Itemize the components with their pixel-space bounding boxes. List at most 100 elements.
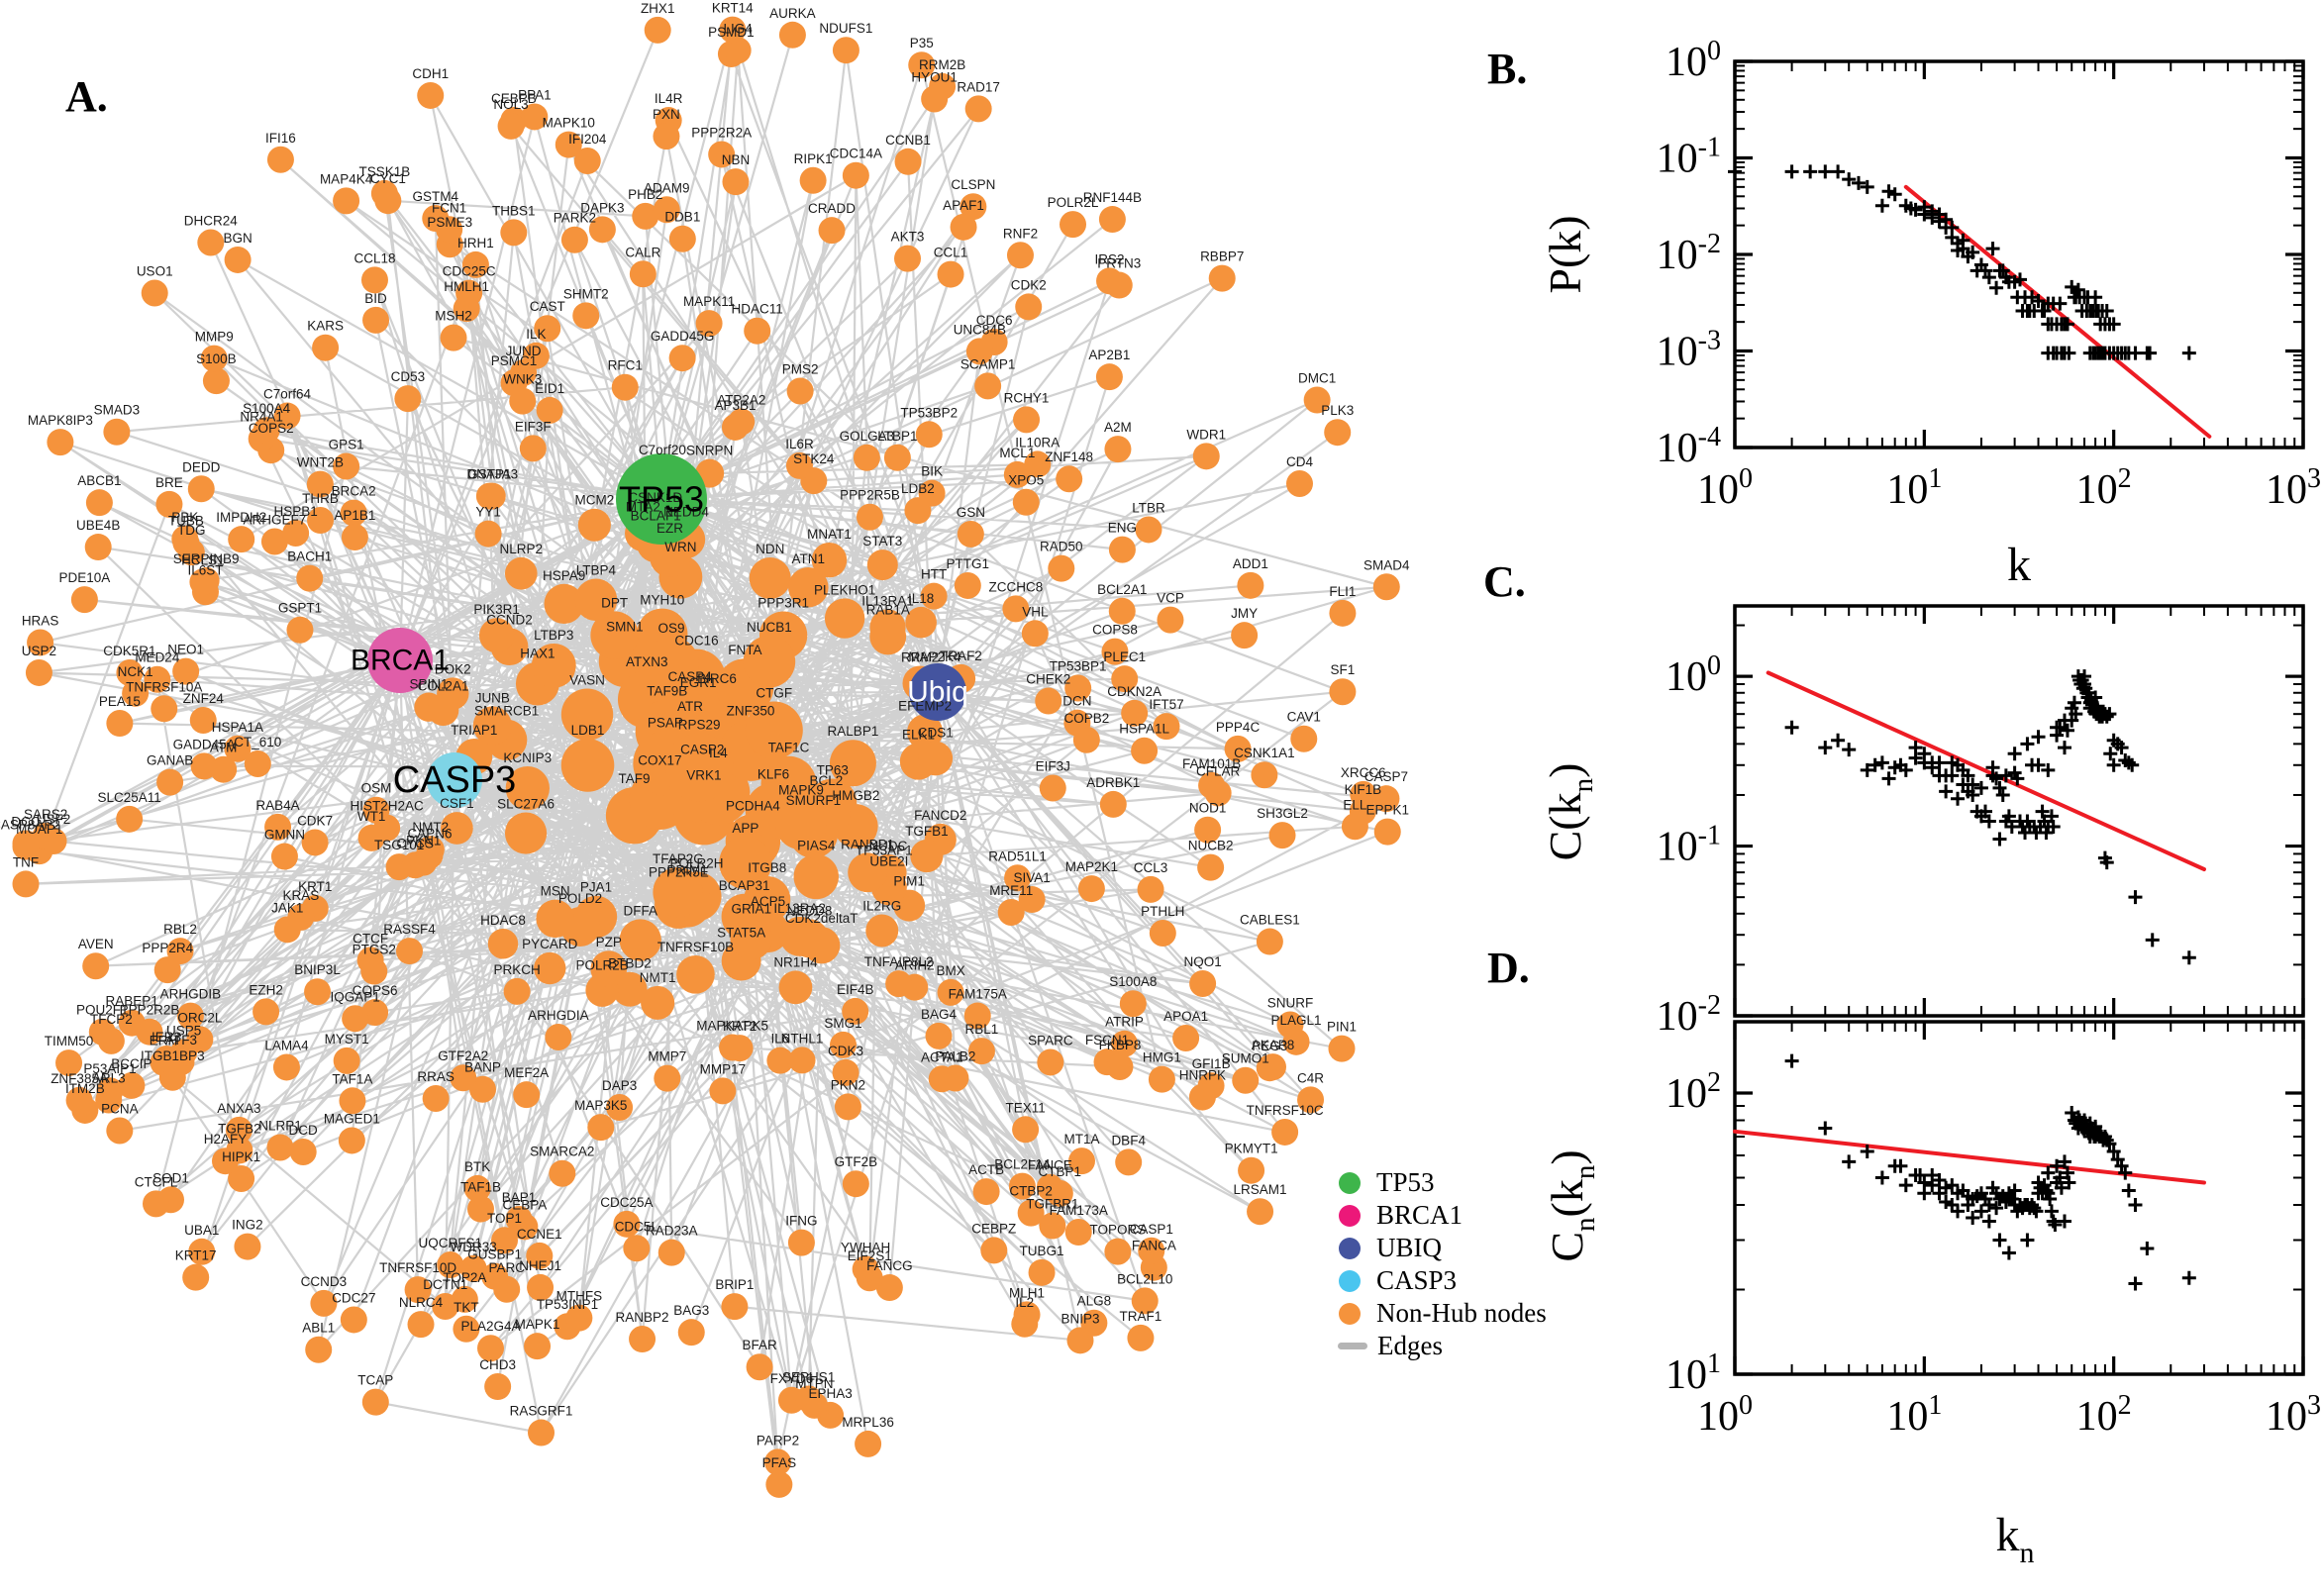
network-node bbox=[708, 141, 736, 168]
network-node bbox=[1008, 1172, 1036, 1200]
network-node-label: FAM101B bbox=[1182, 756, 1241, 771]
network-node-label: DCD bbox=[289, 1123, 318, 1138]
x-tick-label: 101 bbox=[1886, 463, 1942, 513]
network-node bbox=[644, 16, 671, 44]
y-tick-label: 10-2 bbox=[1657, 990, 1721, 1040]
network-node-label: P53AIP1 bbox=[83, 1061, 136, 1076]
legend-item-brca1: BRCA1 bbox=[1339, 1199, 1547, 1232]
network-node-label: MT1A bbox=[1063, 1132, 1099, 1147]
network-node-label: JAK1 bbox=[271, 900, 303, 915]
network-node-label: IL2RG bbox=[862, 898, 901, 913]
network-node-label: MAGED1 bbox=[324, 1111, 380, 1126]
network-node-label: PKN1 bbox=[406, 834, 441, 848]
network-node bbox=[894, 148, 922, 175]
panel-a-label: A. bbox=[65, 72, 108, 121]
network-node bbox=[1324, 419, 1352, 447]
network-node-label: MAP2K4 bbox=[908, 649, 961, 664]
network-node-label: PRIM1 bbox=[666, 863, 707, 878]
network-node-label: IFI204 bbox=[568, 132, 607, 147]
network-node bbox=[234, 1233, 261, 1260]
network-node-label: MRPL36 bbox=[842, 1415, 894, 1430]
network-node bbox=[709, 1077, 737, 1105]
network-node-label: PIN1 bbox=[1327, 1020, 1357, 1035]
network-node-label: UQCRFS1 bbox=[419, 1236, 483, 1250]
network-node bbox=[182, 1263, 210, 1291]
network-node-label: STK24 bbox=[793, 451, 835, 466]
network-node-label: JUNB bbox=[475, 690, 510, 705]
network-node-label: BCCIP bbox=[111, 1056, 152, 1071]
network-node-label: PIAS4 bbox=[797, 839, 836, 853]
network-node-label: MMP9 bbox=[195, 330, 234, 345]
network-node bbox=[832, 1058, 859, 1086]
y-tick-label: 10-1 bbox=[1657, 133, 1721, 182]
network-node-label: PFAS bbox=[762, 1455, 797, 1470]
network-node-label: RAD50 bbox=[1040, 540, 1083, 554]
network-node-label: ZCCHC8 bbox=[988, 579, 1043, 594]
network-node-label: PSMD1 bbox=[708, 25, 755, 40]
network-node-label: HSPB1 bbox=[273, 504, 317, 519]
network-node-label: HRH1 bbox=[457, 236, 494, 250]
network-node-label: SMAD4 bbox=[1364, 557, 1410, 572]
network-node-label: CHEK2 bbox=[1026, 672, 1070, 687]
network-node bbox=[155, 490, 183, 518]
network-node-label: DEDD bbox=[182, 459, 221, 474]
network-node-label: WDR33 bbox=[451, 1240, 497, 1254]
network-node bbox=[360, 957, 388, 985]
network-node-label: DBF4 bbox=[1111, 1133, 1146, 1147]
network-node-label: GSTM4 bbox=[413, 189, 459, 204]
network-node-label: MEF2A bbox=[504, 1065, 549, 1080]
network-node-label: ABCB1 bbox=[77, 473, 121, 488]
network-node bbox=[141, 279, 168, 307]
network-node-label: FANCE bbox=[1028, 1158, 1072, 1173]
network-node bbox=[865, 914, 899, 948]
plot-frame bbox=[1733, 1020, 2305, 1376]
y-tick-label: 10-4 bbox=[1657, 422, 1721, 471]
network-node-label: XPO5 bbox=[1008, 473, 1044, 488]
network-node-label: MAPKAPK5 bbox=[696, 1018, 768, 1033]
network-node bbox=[1135, 516, 1162, 544]
network-node bbox=[534, 951, 566, 985]
network-node-label: ZNF385A bbox=[50, 1071, 108, 1086]
network-node bbox=[1104, 436, 1132, 463]
network-node-label: TDG bbox=[177, 523, 206, 538]
y-axis-label: P(k) bbox=[1540, 215, 1590, 293]
network-node bbox=[972, 1178, 1000, 1206]
network-node bbox=[340, 499, 367, 527]
network-node bbox=[310, 1289, 338, 1317]
network-node bbox=[788, 566, 829, 608]
network-node bbox=[416, 842, 444, 869]
network-node-label: PSME3 bbox=[427, 215, 472, 230]
network-node bbox=[84, 534, 112, 561]
network-node bbox=[1137, 875, 1164, 903]
network-node bbox=[907, 714, 944, 750]
network-node-label: SMN1 bbox=[606, 620, 644, 635]
network-node-label: C7orf20 bbox=[639, 443, 686, 457]
network-node-label: BCL2L10 bbox=[1117, 1271, 1172, 1286]
network-node bbox=[775, 798, 827, 850]
network-node bbox=[304, 978, 332, 1006]
network-node-label: CASP4 bbox=[667, 669, 712, 684]
nonhub-nodes bbox=[12, 16, 1401, 1498]
network-node-label: TRAF2 bbox=[940, 648, 982, 663]
network-node bbox=[1064, 674, 1092, 702]
network-node-label: HRAS bbox=[22, 613, 59, 628]
network-node-label: RIPK1 bbox=[794, 151, 833, 166]
network-node bbox=[225, 1116, 252, 1144]
network-node bbox=[459, 1254, 487, 1282]
hub-node-ubiq bbox=[909, 663, 966, 721]
network-node-label: BCL2L14 bbox=[994, 1157, 1051, 1172]
network-node bbox=[918, 479, 946, 507]
network-node bbox=[855, 1430, 882, 1457]
network-node bbox=[362, 796, 390, 824]
network-node-label: MAPK10 bbox=[543, 116, 595, 131]
network-node-label: MSH2 bbox=[435, 309, 472, 324]
y-tick-label: 10-3 bbox=[1657, 326, 1721, 375]
network-node-label: CLSPN bbox=[951, 177, 995, 192]
network-node bbox=[1194, 816, 1222, 844]
network-node bbox=[70, 586, 98, 614]
network-node-label: MTPN bbox=[795, 1376, 833, 1391]
network-node-label: GMNN bbox=[264, 828, 305, 843]
network-node bbox=[668, 345, 696, 372]
network-node bbox=[650, 537, 690, 578]
network-node bbox=[301, 829, 329, 856]
